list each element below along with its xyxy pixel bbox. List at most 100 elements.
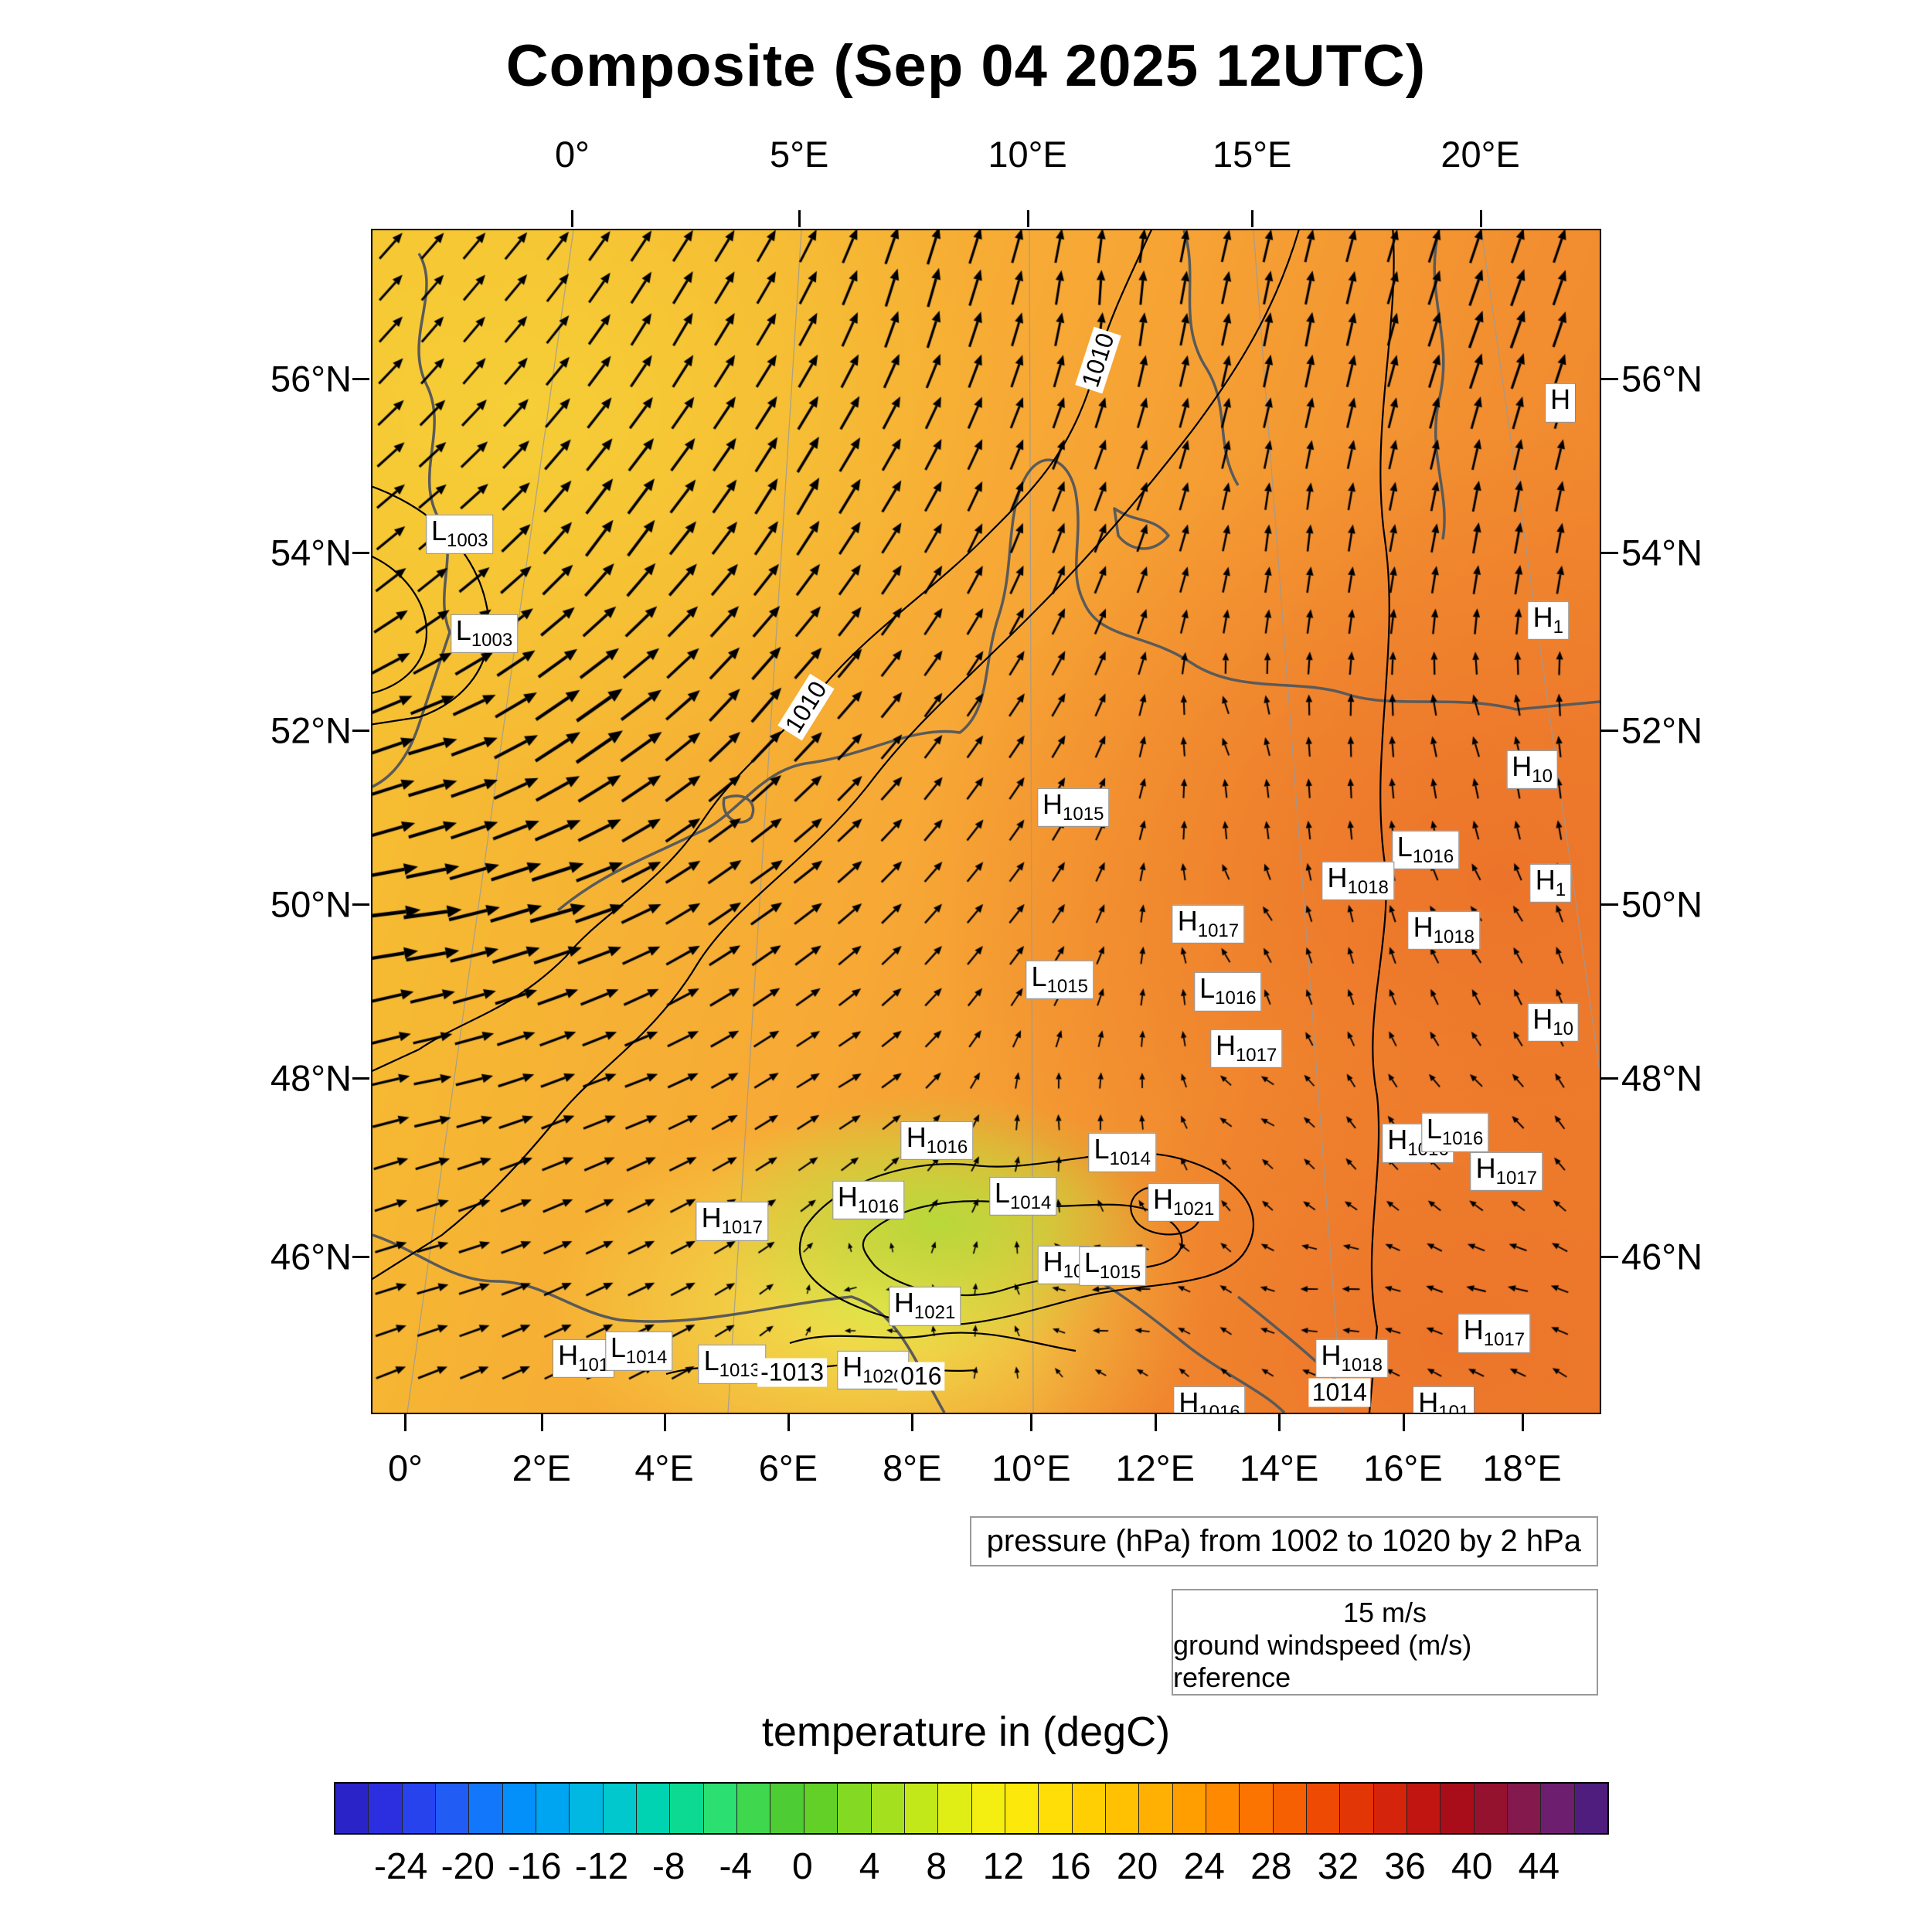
pressure-center-label: H10 bbox=[1527, 1002, 1579, 1043]
pressure-center-label: H1018 bbox=[1321, 861, 1394, 900]
pressure-center-label: L1016 bbox=[1420, 1113, 1489, 1152]
axis-bottom-label: 2°E bbox=[512, 1447, 571, 1488]
pressure-center-label: L1016 bbox=[1391, 830, 1460, 869]
colorbar-cell bbox=[1273, 1784, 1307, 1833]
colorbar-cell bbox=[1440, 1784, 1475, 1833]
colorbar-cell bbox=[1574, 1784, 1608, 1833]
axis-right-tick bbox=[1601, 1077, 1618, 1080]
colorbar-cell bbox=[402, 1784, 437, 1833]
axis-left-tick bbox=[352, 378, 369, 381]
axis-left-label: 52°N bbox=[270, 709, 352, 751]
colorbar-tick-label: -24 bbox=[373, 1846, 428, 1887]
colorbar-tick-label: 32 bbox=[1317, 1846, 1359, 1887]
colorbar-cell bbox=[971, 1784, 1005, 1833]
axis-right-label: 50°N bbox=[1621, 883, 1703, 925]
colorbar-cell bbox=[369, 1784, 403, 1833]
axis-top-label: 10°E bbox=[988, 134, 1067, 175]
colorbar bbox=[334, 1782, 1609, 1835]
pressure-center-label: H1017 bbox=[1470, 1151, 1543, 1192]
axis-bottom-label: 18°E bbox=[1482, 1447, 1562, 1488]
pressure-center-label: H1021 bbox=[1147, 1182, 1220, 1222]
axis-top-tick bbox=[1479, 210, 1482, 227]
colorbar-cell bbox=[1039, 1784, 1073, 1833]
colorbar-tick-label: 36 bbox=[1384, 1846, 1426, 1887]
colorbar-tick-label: 12 bbox=[982, 1846, 1025, 1887]
colorbar-cell bbox=[703, 1784, 738, 1833]
axis-bottom-tick bbox=[1521, 1414, 1524, 1431]
pressure-center-label: L1016 bbox=[1194, 972, 1262, 1012]
colorbar-tick-label: -20 bbox=[440, 1846, 495, 1887]
axis-left-tick bbox=[352, 1077, 369, 1080]
pressure-center-label: L1014 bbox=[1088, 1133, 1156, 1172]
axis-bottom-tick bbox=[663, 1414, 666, 1431]
colorbar-cell bbox=[603, 1784, 638, 1833]
colorbar-tick-label: 28 bbox=[1250, 1846, 1292, 1887]
colorbar-tick-label: -12 bbox=[574, 1846, 629, 1887]
axis-bottom-label: 12°E bbox=[1115, 1447, 1195, 1488]
colorbar-cell bbox=[1072, 1784, 1106, 1833]
colorbar-cell bbox=[536, 1784, 570, 1833]
axis-right-tick bbox=[1601, 729, 1618, 732]
chart-title: Composite (Sep 04 2025 12UTC) bbox=[505, 33, 1427, 99]
axis-top-label: 0° bbox=[554, 134, 590, 175]
colorbar-cell bbox=[1105, 1784, 1140, 1833]
pressure-center-label: H1020 bbox=[837, 1350, 910, 1390]
pressure-center-label: H bbox=[1545, 383, 1577, 423]
colorbar-tick-label: -4 bbox=[719, 1846, 753, 1887]
pressure-labels-layer: L1003 L1003 H1015 L1016 H1018 H1017 H1018 L1015… bbox=[372, 230, 1600, 1413]
axis-bottom-label: 16°E bbox=[1363, 1447, 1443, 1488]
colorbar-cell bbox=[904, 1784, 939, 1833]
colorbar-cell bbox=[1340, 1784, 1374, 1833]
axis-bottom-tick bbox=[540, 1414, 543, 1431]
isobar-value-label: 016 bbox=[897, 1362, 945, 1391]
axis-bottom-tick bbox=[1154, 1414, 1157, 1431]
colorbar-cell bbox=[1407, 1784, 1441, 1833]
colorbar-cell bbox=[1139, 1784, 1173, 1833]
axis-top-tick bbox=[798, 210, 801, 227]
axis-top-label: 5°E bbox=[770, 134, 829, 175]
pressure-center-label: H10 bbox=[1506, 750, 1559, 789]
colorbar-cell bbox=[1373, 1784, 1407, 1833]
isobar-value-label: 1010 bbox=[777, 673, 835, 740]
colorbar-cell bbox=[1541, 1784, 1575, 1833]
pressure-center-label: H1016 bbox=[832, 1180, 905, 1219]
colorbar-cell bbox=[1240, 1784, 1274, 1833]
colorbar-tick-label: 40 bbox=[1451, 1846, 1493, 1887]
axis-top-label: 20°E bbox=[1440, 134, 1520, 175]
pressure-center-label: H1017 bbox=[1458, 1314, 1531, 1353]
colorbar-cell bbox=[871, 1784, 905, 1833]
axis-left-tick bbox=[352, 552, 369, 555]
pressure-center-label: L1015 bbox=[1078, 1247, 1147, 1286]
colorbar-title: temperature in (degC) bbox=[761, 1709, 1171, 1755]
colorbar-tick-label: 24 bbox=[1183, 1846, 1225, 1887]
axis-top-tick bbox=[571, 210, 574, 227]
axis-left-label: 48°N bbox=[270, 1057, 352, 1099]
axis-right-label: 46°N bbox=[1621, 1236, 1703, 1277]
pressure-center-label: H1021 bbox=[888, 1287, 961, 1326]
colorbar-cell bbox=[1206, 1784, 1240, 1833]
pressure-center-label: H1016 bbox=[900, 1121, 974, 1161]
pressure-center-label: L1014 bbox=[988, 1176, 1057, 1216]
axis-left-label: 46°N bbox=[270, 1236, 352, 1277]
pressure-center-label: H1018 bbox=[1407, 910, 1481, 950]
colorbar-tick-labels: -24 -20 -16 -12 -8 -4 0 4 8 12 16 20 24 28 32 36 40 44 bbox=[334, 1845, 1606, 1900]
colorbar-cell bbox=[570, 1784, 604, 1833]
wind-reference-label: ground windspeed (m/s) reference bbox=[1173, 1629, 1472, 1693]
colorbar-tick-label: 16 bbox=[1049, 1846, 1091, 1887]
pressure-center-label: L1015 bbox=[1026, 960, 1094, 1000]
colorbar-cell bbox=[838, 1784, 872, 1833]
colorbar-cell bbox=[469, 1784, 503, 1833]
colorbar-cell bbox=[938, 1784, 972, 1833]
colorbar-cell bbox=[1005, 1784, 1039, 1833]
isobar-value-label: -1013 bbox=[757, 1358, 828, 1387]
axis-bottom-label: 4°E bbox=[634, 1447, 694, 1488]
colorbar-cell bbox=[770, 1784, 804, 1833]
axis-top-tick bbox=[1251, 210, 1254, 227]
colorbar-cell bbox=[436, 1784, 470, 1833]
pressure-center-label: H1 bbox=[1529, 863, 1572, 903]
axis-left-label: 54°N bbox=[270, 532, 352, 573]
pressure-center-label: H1015 bbox=[1037, 787, 1110, 827]
axis-bottom-tick bbox=[787, 1414, 790, 1431]
axis-bottom-tick bbox=[911, 1414, 914, 1431]
axis-left-tick bbox=[352, 903, 369, 906]
